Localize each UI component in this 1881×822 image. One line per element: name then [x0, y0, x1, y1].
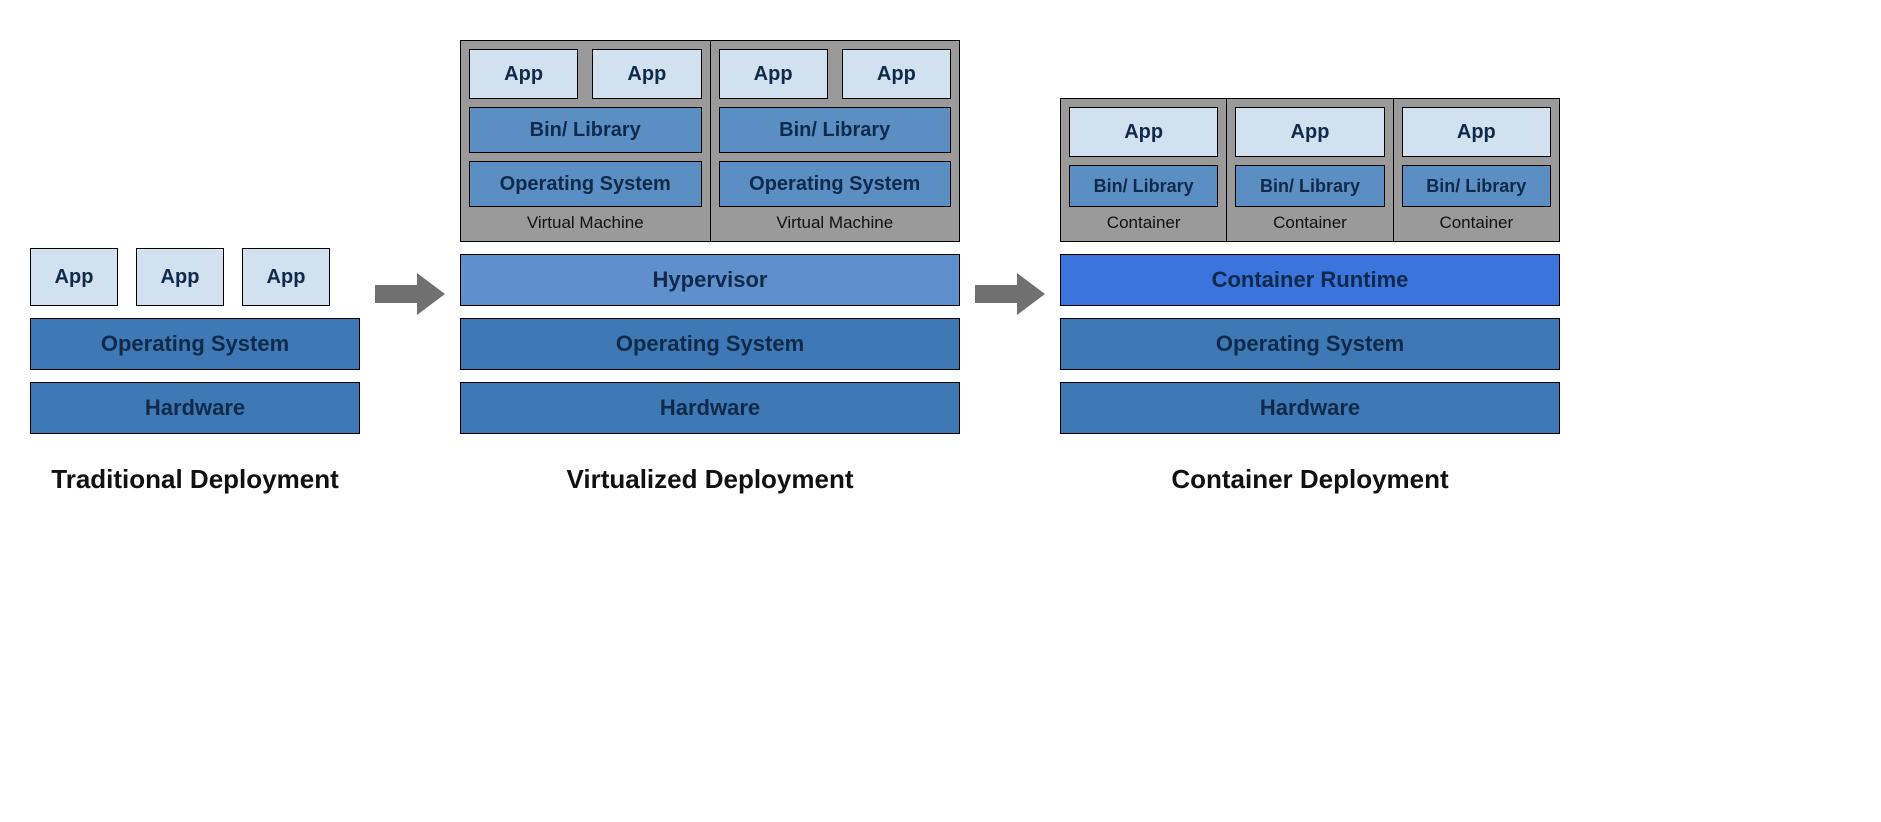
- app-box: App: [1402, 107, 1551, 157]
- hardware-layer: Hardware: [460, 382, 960, 434]
- container-group: App Bin/ Library Container App Bin/ Libr…: [1060, 98, 1560, 242]
- bin-library-box: Bin/ Library: [1235, 165, 1384, 207]
- vm-os-box: Operating System: [719, 161, 952, 207]
- traditional-apps-row: App App App: [30, 248, 360, 306]
- os-layer: Operating System: [460, 318, 960, 370]
- app-box: App: [30, 248, 118, 306]
- vm-box: App App Bin/ Library Operating System Vi…: [460, 40, 711, 242]
- arrow-right-icon: [375, 273, 445, 315]
- vm-caption: Virtual Machine: [719, 213, 952, 233]
- arrow-slot: [960, 273, 1060, 495]
- container-box: App Bin/ Library Container: [1060, 98, 1227, 242]
- container-box: App Bin/ Library Container: [1394, 98, 1560, 242]
- vm-group: App App Bin/ Library Operating System Vi…: [460, 40, 960, 242]
- arrow-right-icon: [975, 273, 1045, 315]
- app-box: App: [1069, 107, 1218, 157]
- app-box: App: [469, 49, 578, 99]
- hardware-layer: Hardware: [30, 382, 360, 434]
- bin-library-box: Bin/ Library: [1402, 165, 1551, 207]
- vm-box: App App Bin/ Library Operating System Vi…: [711, 40, 961, 242]
- vm-os-box: Operating System: [469, 161, 702, 207]
- virtualized-title: Virtualized Deployment: [460, 464, 960, 495]
- container-runtime-layer: Container Runtime: [1060, 254, 1560, 306]
- vm-caption: Virtual Machine: [469, 213, 702, 233]
- arrow-slot: [360, 273, 460, 495]
- deployment-comparison-diagram: App App App Operating System Hardware Tr…: [30, 40, 1851, 495]
- bin-library-box: Bin/ Library: [1069, 165, 1218, 207]
- container-title: Container Deployment: [1060, 464, 1560, 495]
- app-box: App: [242, 248, 330, 306]
- os-layer: Operating System: [30, 318, 360, 370]
- app-box: App: [136, 248, 224, 306]
- hardware-layer: Hardware: [1060, 382, 1560, 434]
- container-caption: Container: [1402, 213, 1551, 233]
- app-box: App: [1235, 107, 1384, 157]
- bin-library-box: Bin/ Library: [719, 107, 952, 153]
- app-box: App: [592, 49, 701, 99]
- container-caption: Container: [1069, 213, 1218, 233]
- traditional-column: App App App Operating System Hardware Tr…: [30, 248, 360, 495]
- os-layer: Operating System: [1060, 318, 1560, 370]
- bin-library-box: Bin/ Library: [469, 107, 702, 153]
- virtualized-column: App App Bin/ Library Operating System Vi…: [460, 40, 960, 495]
- container-column: App Bin/ Library Container App Bin/ Libr…: [1060, 98, 1560, 495]
- container-caption: Container: [1235, 213, 1384, 233]
- hypervisor-layer: Hypervisor: [460, 254, 960, 306]
- traditional-title: Traditional Deployment: [30, 464, 360, 495]
- app-box: App: [842, 49, 951, 99]
- container-box: App Bin/ Library Container: [1227, 98, 1393, 242]
- app-box: App: [719, 49, 828, 99]
